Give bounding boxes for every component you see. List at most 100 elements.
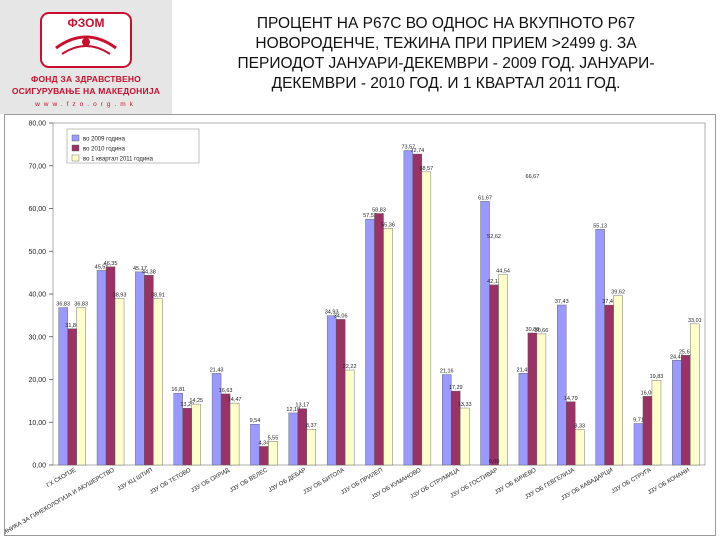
bar bbox=[344, 369, 355, 466]
y-tick-label: 10,00 bbox=[28, 420, 46, 427]
bar bbox=[672, 360, 682, 466]
fzom-logo: ФЗОМ bbox=[40, 12, 132, 68]
bar bbox=[191, 403, 201, 466]
org-name-line-2: ОСИГУРУВАЊЕ НА МАКЕДОНИЈА bbox=[11, 86, 161, 96]
data-label: 16,63 bbox=[219, 388, 233, 394]
data-label: 34,93 bbox=[325, 310, 339, 316]
data-label: 14,79 bbox=[564, 396, 578, 402]
legend-label: во 2010 година bbox=[83, 147, 126, 153]
bar bbox=[642, 396, 653, 466]
bar bbox=[58, 307, 68, 466]
bar bbox=[326, 315, 337, 466]
data-label: 55,13 bbox=[593, 223, 607, 229]
data-label: 4,34 bbox=[259, 440, 270, 446]
bar bbox=[536, 333, 547, 466]
data-label: 13,17 bbox=[295, 403, 309, 409]
data-label: 36,83 bbox=[74, 302, 88, 308]
data-label: 31,86 bbox=[65, 323, 79, 329]
bar bbox=[527, 332, 538, 466]
org-name-line-1: ФОНД ЗА ЗДРАВСТВЕНО bbox=[31, 74, 141, 84]
bar bbox=[250, 424, 260, 466]
data-label: 38,93 bbox=[113, 293, 127, 299]
data-label: 21,43 bbox=[210, 367, 224, 373]
data-label: 14,25 bbox=[189, 398, 203, 404]
category-label: ГХ СКОПЈЕ bbox=[46, 468, 77, 490]
category-label: ЈЗУ ОБ ОХРИД bbox=[190, 468, 230, 495]
data-label: 37,41 bbox=[602, 299, 616, 305]
bar bbox=[412, 153, 423, 466]
bar bbox=[259, 446, 269, 466]
data-label: 8,33 bbox=[574, 423, 585, 429]
y-tick-label: 80,00 bbox=[28, 121, 46, 128]
org-url: www.fzo.org.mk bbox=[35, 101, 137, 108]
bar bbox=[288, 412, 298, 466]
bar bbox=[135, 271, 145, 466]
bar bbox=[220, 393, 231, 466]
data-label: 30,88 bbox=[526, 327, 540, 333]
bar bbox=[681, 355, 691, 466]
data-label: 42,13 bbox=[487, 279, 501, 285]
category-label: ЈЗУ ОБ БИТОЛА bbox=[302, 468, 345, 496]
data-label: 5,55 bbox=[268, 435, 279, 441]
data-label: 45,17 bbox=[133, 266, 147, 272]
y-tick-label: 20,00 bbox=[28, 377, 46, 384]
data-label: 16,06 bbox=[641, 390, 655, 396]
bar bbox=[114, 298, 125, 466]
y-tick-label: 40,00 bbox=[28, 292, 46, 299]
legend-swatch bbox=[71, 154, 80, 162]
extra-data-label: 66,67 bbox=[526, 174, 540, 180]
bar bbox=[297, 408, 307, 466]
data-label: 36,83 bbox=[56, 302, 70, 308]
data-label: 14,47 bbox=[228, 397, 242, 403]
logo-brand-text: ФЗОМ bbox=[68, 16, 105, 30]
bar-chart: 0,00 10,00 20,00 30,00 40,00 50,00 60,00 70,00 8… bbox=[5, 121, 706, 537]
data-label: 13,29 bbox=[180, 402, 194, 408]
y-tick-label: 60,00 bbox=[28, 206, 46, 213]
category-label: ЈЗУ КЦ ШТИП bbox=[117, 468, 154, 493]
y-tick-label: 30,00 bbox=[28, 334, 46, 341]
data-label: 16,81 bbox=[171, 387, 185, 393]
legend-swatch bbox=[71, 144, 80, 152]
data-label: 9,54 bbox=[250, 418, 261, 424]
data-label: 30,66 bbox=[535, 328, 549, 334]
data-label: 22,22 bbox=[343, 364, 357, 370]
bar bbox=[421, 171, 432, 466]
data-label: 13,33 bbox=[458, 402, 472, 408]
data-label: 72,74 bbox=[410, 148, 424, 154]
bar bbox=[575, 429, 585, 466]
y-tick-label: 70,00 bbox=[28, 163, 46, 170]
bar bbox=[76, 307, 86, 466]
bar bbox=[595, 229, 605, 466]
bar bbox=[144, 275, 154, 466]
data-label: 57,52 bbox=[363, 213, 377, 219]
category-label: ЈЗУ ОБ ТЕТОВО bbox=[149, 467, 193, 496]
bar bbox=[518, 373, 529, 466]
data-label: 46,35 bbox=[104, 261, 118, 267]
legend-swatch bbox=[71, 134, 80, 142]
bar bbox=[480, 201, 490, 466]
data-label: 39,62 bbox=[611, 290, 625, 296]
data-label: 24,49 bbox=[670, 354, 684, 360]
data-label: 21,16 bbox=[440, 369, 454, 375]
category-label: ЈЗУ ОБ ВЕЛЕС bbox=[229, 467, 269, 494]
legend-box bbox=[66, 128, 200, 164]
bar bbox=[613, 295, 623, 466]
legend-label: во 1 квартал 2011 година bbox=[83, 157, 154, 163]
bar bbox=[633, 423, 644, 466]
bar bbox=[690, 323, 700, 466]
bar bbox=[96, 270, 107, 466]
data-label: 38,91 bbox=[151, 293, 165, 299]
data-label: 58,83 bbox=[372, 208, 386, 214]
category-label: ЈЗУ ОБ ДЕБАР bbox=[268, 468, 308, 494]
page-title: ПРОЦЕНТ НА P67C ВО ОДНОС НА ВКУПНОТО P67… bbox=[180, 14, 712, 94]
bar bbox=[383, 228, 393, 466]
data-label: 19,83 bbox=[650, 374, 664, 380]
data-label: 45,51 bbox=[95, 264, 109, 270]
bar bbox=[335, 319, 346, 466]
data-label: 9,71 bbox=[633, 417, 644, 423]
data-label: 37,43 bbox=[555, 299, 569, 305]
bar bbox=[153, 298, 163, 466]
title-line-2: НОВОРОДЕНЧЕ, ТЕЖИНА ПРИ ПРИЕМ >2499 g. З… bbox=[255, 35, 637, 52]
y-tick-label: 0,00 bbox=[32, 463, 46, 470]
bar bbox=[229, 402, 240, 466]
